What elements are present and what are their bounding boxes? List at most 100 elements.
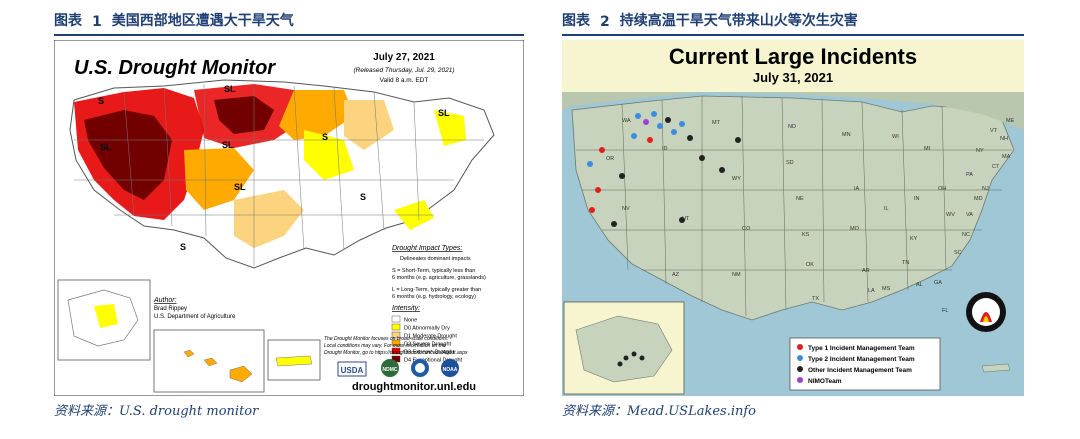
- ndmc-logo: NDMC: [383, 367, 398, 373]
- state-label: GA: [934, 280, 942, 286]
- state-label: UT: [682, 216, 690, 222]
- state-label: NE: [796, 196, 804, 202]
- incident-legend-label: Type 1 Incident Management Team: [808, 345, 915, 352]
- state-label: NM: [732, 272, 741, 278]
- impact-s-line1: S = Short-Term, typically less than: [392, 268, 475, 274]
- figure-number: 2: [600, 14, 610, 30]
- state-label: WI: [892, 134, 899, 140]
- fire-marker: [657, 123, 663, 129]
- fire-marker: [651, 111, 657, 117]
- incident-legend: [789, 337, 941, 391]
- intensity-swatch: [391, 323, 401, 331]
- intensity-swatch: [391, 339, 401, 347]
- logo-row: USDA NDMC NOAA: [337, 359, 459, 377]
- fire-marker: [643, 119, 649, 125]
- author-org: U.S. Department of Agriculture: [154, 314, 236, 320]
- region-label: S: [98, 96, 104, 106]
- author-name: Brad Rippey: [154, 306, 187, 312]
- state-label: SC: [954, 250, 962, 256]
- fire-marker: [599, 147, 605, 153]
- intensity-label: D3 Extreme Drought: [404, 350, 455, 356]
- state-label: IL: [884, 206, 889, 212]
- state-label: SD: [786, 160, 794, 166]
- incidents-heading: Current Large Incidents: [669, 44, 917, 69]
- region-label: S: [322, 132, 328, 142]
- intensity-title: Intensity:: [392, 305, 420, 312]
- state-label: MA: [1002, 154, 1011, 160]
- intensity-swatch: [391, 331, 401, 339]
- state-label: TX: [812, 296, 819, 302]
- fire-marker: [611, 221, 617, 227]
- state-label: ID: [662, 146, 668, 152]
- fire-marker: [589, 207, 595, 213]
- fire-marker: [631, 133, 637, 139]
- state-label: OR: [606, 156, 614, 162]
- note-line1: The Drought Monitor focuses on broad-sca…: [324, 336, 448, 342]
- map-released: (Released Thursday, Jul. 29, 2021): [353, 67, 454, 74]
- fire-marker: [687, 135, 693, 141]
- incidents-map-svg: Current Large Incidents July 31, 2021 WA…: [562, 40, 1024, 396]
- incident-legend-dot: [797, 366, 803, 372]
- drought-map-svg: S SL SL SL SL SL S S S S U.S. Drought Mo…: [54, 40, 524, 396]
- state-label: ME: [1006, 118, 1015, 124]
- state-label: WY: [732, 176, 741, 182]
- map-heading: U.S. Drought Monitor: [74, 57, 276, 79]
- note-line3: Drought Monitor, go to https://droughtmo…: [324, 350, 468, 356]
- large-incidents-map: Current Large Incidents July 31, 2021 WA…: [562, 40, 1024, 396]
- state-label: MI: [924, 146, 931, 152]
- figure-label: 图表: [562, 13, 590, 29]
- region-label: SL: [100, 142, 112, 152]
- fire-marker: [595, 187, 601, 193]
- right-figure-title-bar: 图表 2 持续高温干旱天气带来山火等次生灾害: [562, 8, 1024, 36]
- region-label: SL: [234, 182, 246, 192]
- fire-markers: [587, 111, 741, 227]
- note-line2: Local conditions may vary. For more info…: [324, 343, 446, 349]
- map-date: July 27, 2021: [373, 52, 435, 63]
- fire-marker: [665, 117, 671, 123]
- incident-legend-dot: [797, 355, 803, 361]
- incident-legend-dot: [797, 377, 803, 383]
- state-label: NC: [962, 232, 970, 238]
- fire-marker: [587, 161, 593, 167]
- incident-legend-label: NIMOTeam: [808, 378, 842, 385]
- left-source: 资料来源：U.S. drought monitor: [54, 404, 259, 419]
- left-figure-title-bar: 图表 1 美国西部地区遭遇大干旱天气: [54, 8, 524, 36]
- state-label: AR: [862, 268, 870, 274]
- figure-number: 1: [92, 14, 102, 30]
- state-label: OH: [938, 186, 946, 192]
- fire-marker: [635, 113, 641, 119]
- state-label: MD: [974, 196, 983, 202]
- impact-title: Drought Impact Types:: [392, 245, 462, 252]
- state-label: KY: [910, 236, 918, 242]
- drought-monitor-map: S SL SL SL SL SL S S S S U.S. Drought Mo…: [54, 40, 524, 396]
- right-source: 资料来源：Mead.USLakes.info: [562, 404, 756, 419]
- map-valid: Valid 8 a.m. EDT: [380, 77, 429, 84]
- state-label: AL: [916, 282, 923, 288]
- fire-marker: [671, 129, 677, 135]
- fire-marker: [679, 217, 685, 223]
- state-label: CT: [992, 164, 1000, 170]
- state-label: NY: [976, 148, 984, 154]
- intensity-label: None: [404, 318, 417, 324]
- intensity-label: D2 Severe Drought: [404, 342, 452, 348]
- incidents-date: July 31, 2021: [753, 70, 833, 85]
- state-label: FL: [942, 308, 948, 314]
- state-label: WA: [622, 118, 631, 124]
- usda-logo: USDA: [341, 366, 364, 375]
- incident-legend-label: Type 2 Incident Management Team: [808, 356, 915, 363]
- state-label: VA: [966, 212, 973, 218]
- fire-marker: [647, 137, 653, 143]
- region-label: SL: [222, 140, 234, 150]
- intensity-legend: None D0 Abnormally Dry D1 Moderate Drought…: [391, 315, 463, 364]
- state-label: AZ: [672, 272, 680, 278]
- impact-s-line2: 6 months (e.g. agriculture, grasslands): [392, 275, 486, 281]
- figure-title: 持续高温干旱天气带来山火等次生灾害: [619, 13, 858, 29]
- state-label: VT: [990, 128, 998, 134]
- intensity-label: D4 Exceptional Drought: [404, 358, 463, 364]
- fire-marker: [699, 155, 705, 161]
- state-label: MO: [850, 226, 860, 232]
- state-label: NH: [1000, 136, 1008, 142]
- right-figure: 图表 2 持续高温干旱天气带来山火等次生灾害 Current Large Inc…: [562, 0, 1024, 419]
- state-label: IN: [914, 196, 920, 202]
- intensity-label: D1 Moderate Drought: [404, 334, 457, 340]
